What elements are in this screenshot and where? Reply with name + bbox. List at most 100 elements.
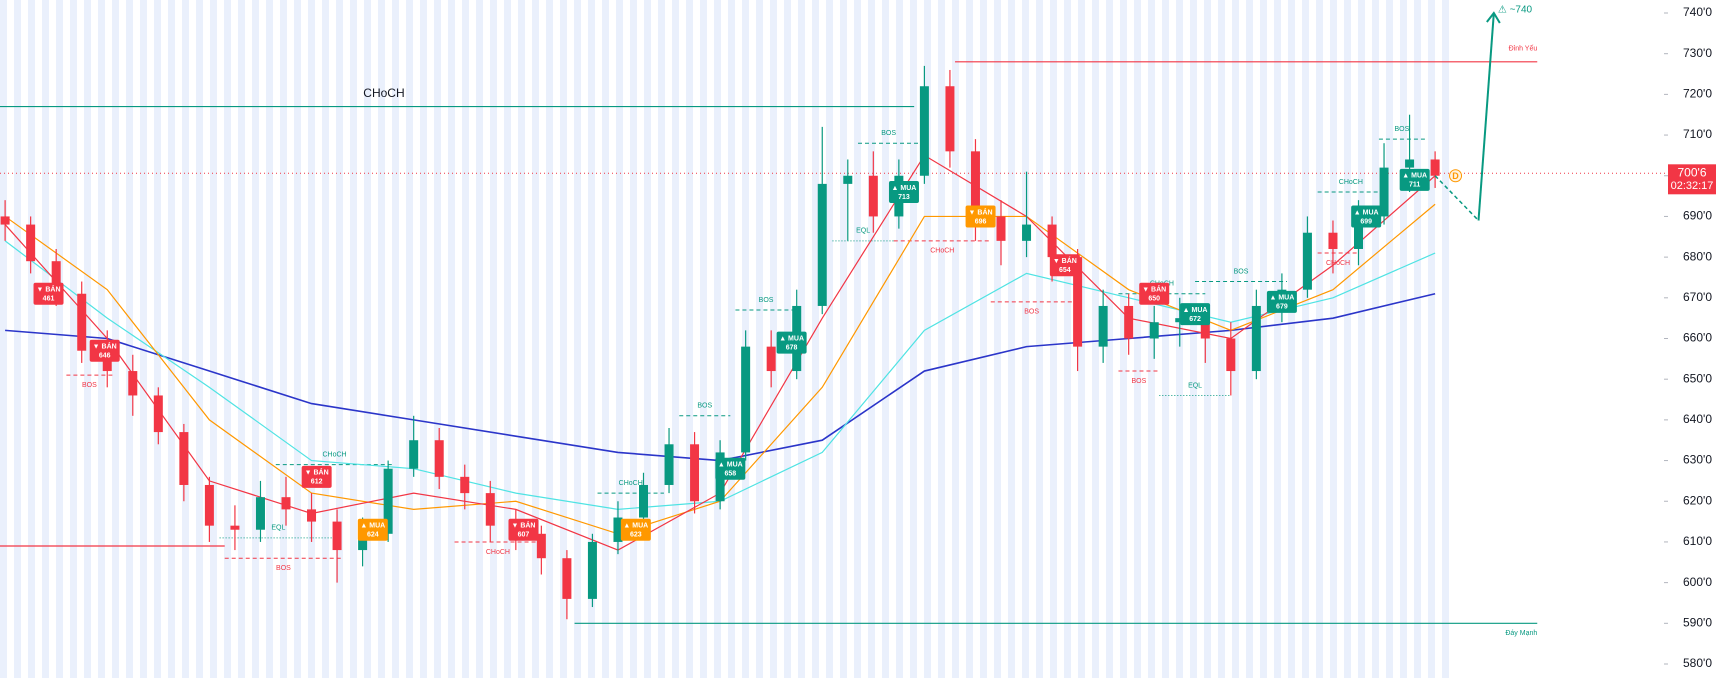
signal-text: 607 [518, 532, 530, 539]
candle-body [204, 484, 214, 526]
background-stripe [574, 0, 581, 678]
signal-text: 711 [1409, 182, 1420, 189]
candle-body [1098, 305, 1108, 347]
background-stripe [924, 0, 931, 678]
signal-badge [965, 205, 996, 228]
y-tick-label: 740'0 [1683, 5, 1712, 19]
candle-body [51, 261, 61, 294]
signal-badge [301, 465, 332, 488]
candle-body [1226, 338, 1236, 372]
background-stripe [616, 0, 623, 678]
signal-label: ▲ MUA [892, 185, 917, 192]
structure-label: CHoCH [1326, 260, 1350, 267]
background-stripe [140, 0, 147, 678]
y-tick-label: 690'0 [1683, 209, 1712, 223]
structure-label: BOS [82, 382, 97, 389]
candle-body [1354, 216, 1363, 249]
arrow-head [1486, 11, 1501, 24]
background-stripe [714, 0, 721, 678]
structure-label: CHoCH [619, 480, 643, 487]
structure-label: BOS [697, 403, 712, 410]
background-stripe [1022, 0, 1029, 678]
candle-body [1124, 305, 1134, 339]
candle-body [868, 175, 878, 217]
structure-label: BOS [1395, 126, 1410, 133]
background-stripe [1092, 0, 1099, 678]
background-stripe [1232, 0, 1239, 678]
background-stripe [98, 0, 105, 678]
structure-label: EQL [856, 228, 870, 235]
signal-text: 623 [630, 532, 642, 539]
background-stripe [952, 0, 959, 678]
y-tick-label: 680'0 [1683, 249, 1712, 263]
candle-body [383, 468, 393, 534]
y-tick-label: 600'0 [1683, 575, 1712, 589]
background-stripe [84, 0, 91, 678]
background-stripe [770, 0, 777, 678]
y-tick-label: 650'0 [1683, 371, 1712, 385]
signal-text: 696 [975, 218, 987, 225]
background-stripe [0, 0, 7, 678]
background-stripe [882, 0, 889, 678]
candle-body [1047, 224, 1057, 258]
last-price-label: 700'6 [1678, 165, 1707, 179]
background-stripe [560, 0, 567, 678]
signal-text: 654 [1059, 267, 1071, 274]
level-label: Đáy Mạnh [1505, 630, 1537, 637]
candle-body [281, 497, 291, 510]
background-stripe [938, 0, 945, 678]
signal-label: ▼ BÁN [36, 285, 60, 294]
y-tick-label: 730'0 [1683, 46, 1712, 60]
background-stripe [490, 0, 497, 678]
background-stripe [462, 0, 469, 678]
y-tick-label: 580'0 [1683, 656, 1712, 670]
background-stripe [364, 0, 371, 678]
signal-label: ▼ BÁN [969, 207, 993, 216]
marker-label: D [1452, 171, 1459, 181]
background-stripe [434, 0, 441, 678]
candle-body [1405, 159, 1415, 168]
candle-body [485, 493, 495, 526]
signal-label: ▲ MUA [1402, 173, 1427, 180]
signal-label: ▼ BÁN [511, 521, 535, 530]
level-label: CHoCH [363, 86, 404, 100]
candle-body [1302, 232, 1312, 290]
candle-body [77, 293, 87, 351]
background-stripe [896, 0, 903, 678]
background-stripe [1316, 0, 1323, 678]
signal-text: 646 [99, 353, 111, 360]
background-stripe [182, 0, 189, 678]
background-stripe [1134, 0, 1141, 678]
background-stripe [602, 0, 609, 678]
candle-body [26, 224, 36, 262]
background-stripe [448, 0, 455, 678]
background-stripe [224, 0, 231, 678]
candle-body [307, 509, 317, 522]
candle-body [562, 558, 572, 599]
candle-body [1175, 318, 1185, 323]
candle-body [766, 346, 776, 372]
background-stripe [812, 0, 819, 678]
background-stripe [840, 0, 847, 678]
background-stripe [1148, 0, 1155, 678]
background-stripe [238, 0, 245, 678]
background-stripe [154, 0, 161, 678]
structure-label: CHoCH [930, 248, 954, 255]
candle-body [587, 541, 597, 599]
candle-body [128, 371, 138, 396]
background-stripe [112, 0, 119, 678]
background-stripe [532, 0, 539, 678]
signal-badge [715, 457, 746, 480]
signal-badge [1266, 290, 1297, 313]
last-price-time: 02:32:17 [1671, 180, 1714, 192]
background-stripe [42, 0, 49, 678]
background-stripe [350, 0, 357, 678]
candle-body [255, 497, 265, 530]
background-stripe [1218, 0, 1225, 678]
signal-badge [888, 181, 919, 204]
structure-label: BOS [759, 297, 774, 304]
signal-badge [508, 518, 539, 541]
background-stripe [1064, 0, 1071, 678]
signal-badge [776, 331, 807, 354]
